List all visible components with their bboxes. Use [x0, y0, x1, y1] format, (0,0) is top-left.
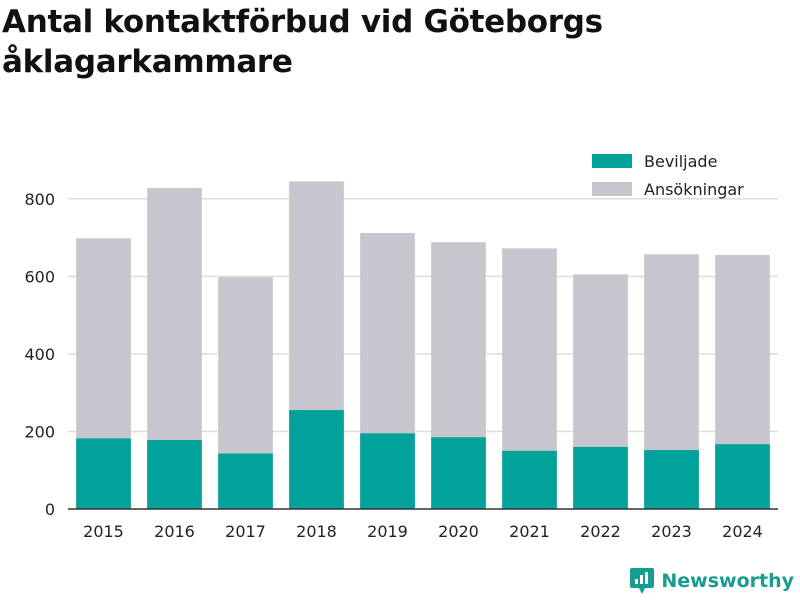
bar-beviljade [218, 453, 273, 509]
newsworthy-logo-icon [630, 568, 655, 594]
x-tick-label: 2024 [722, 522, 763, 541]
y-tick-label: 600 [24, 267, 55, 286]
bars [76, 181, 770, 510]
x-tick-label: 2017 [225, 522, 266, 541]
legend-swatch [592, 154, 632, 168]
brand-logo[interactable]: Newsworthy [629, 566, 794, 596]
bar-beviljade [360, 433, 415, 509]
x-tick-label: 2019 [367, 522, 408, 541]
bar-beviljade [573, 446, 628, 509]
bar-beviljade [76, 438, 131, 509]
x-tick-label: 2021 [509, 522, 550, 541]
x-tick-label: 2023 [651, 522, 692, 541]
y-tick-label: 400 [24, 345, 55, 364]
x-tick-label: 2020 [438, 522, 479, 541]
y-tick-label: 0 [45, 500, 55, 519]
legend: Beviljade Ansökningar [592, 152, 744, 199]
bar-beviljade [147, 439, 202, 509]
x-tick-label: 2015 [83, 522, 124, 541]
chart-title: Antal kontaktförbud vid Göteborgs åklaga… [2, 4, 603, 80]
bar-beviljade [715, 444, 770, 509]
brand-name: Newsworthy [661, 570, 794, 592]
bar-beviljade [431, 437, 486, 509]
x-tick-label: 2018 [296, 522, 337, 541]
x-tick-label: 2022 [580, 522, 621, 541]
y-tick-label: 200 [24, 422, 55, 441]
legend-label: Ansökningar [644, 180, 744, 199]
legend-label: Beviljade [644, 152, 717, 171]
legend-swatch [592, 182, 632, 196]
bar-beviljade [289, 410, 344, 509]
bar-beviljade [502, 450, 557, 509]
bar-beviljade [644, 450, 699, 509]
y-tick-label: 800 [24, 190, 55, 209]
x-tick-label: 2016 [154, 522, 195, 541]
axes: 0 200 400 600 800 2015 2016 2017 2018 2019 2020 202… [24, 190, 778, 541]
